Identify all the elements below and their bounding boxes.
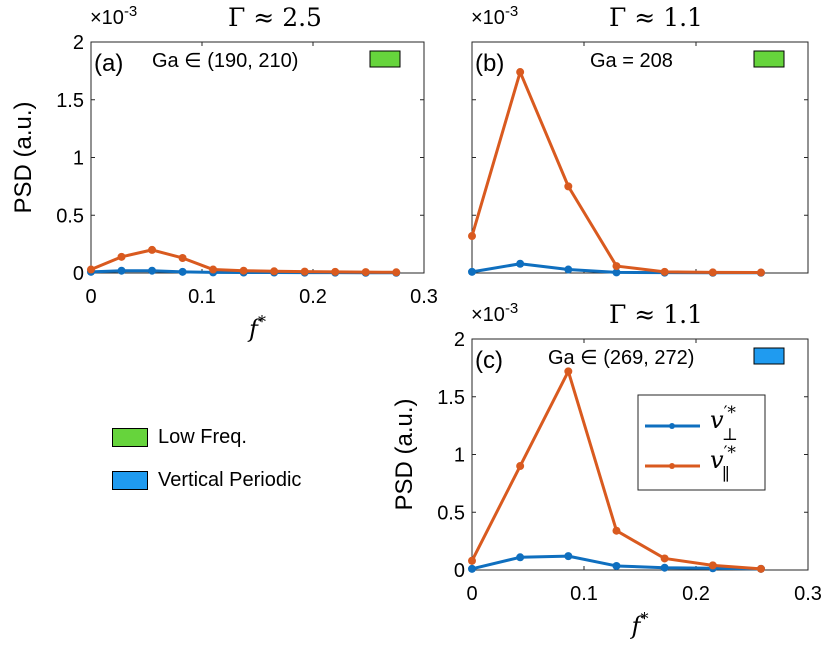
data-point-par: [300, 267, 309, 276]
data-point-par: [270, 267, 279, 276]
y-tick-label: 0: [73, 263, 84, 285]
data-point-par: [117, 252, 126, 261]
data-point-perp: [148, 266, 157, 275]
data-point-par: [660, 267, 669, 276]
panel-title: Γ ≈ 2.5: [228, 3, 322, 32]
panel-label: (a): [94, 50, 123, 77]
y-axis-label: PSD (a.u.): [10, 101, 37, 213]
data-point-perp: [117, 266, 126, 275]
vertical-periodic-swatch: [112, 471, 148, 490]
data-point-par: [756, 564, 765, 573]
data-point-par: [468, 556, 476, 565]
legend-label-low-freq: Low Freq.: [158, 426, 247, 448]
data-point-par: [564, 182, 573, 191]
data-point-par: [708, 561, 717, 570]
series-par: [468, 367, 765, 573]
legend-item-perp: v′* ⊥: [645, 403, 738, 445]
y-axis-label: PSD (a.u.): [391, 398, 418, 510]
data-point-perp: [564, 265, 573, 274]
y-tick-label: 0.5: [56, 205, 84, 227]
legend-item-vertical-periodic: Vertical Periodic: [112, 469, 301, 492]
ga-swatch: [753, 50, 785, 68]
panel-label: (b): [475, 50, 504, 77]
ga-label: Ga = 208: [590, 50, 673, 72]
data-point-perp: [178, 267, 187, 276]
data-point-par: [468, 232, 476, 241]
legend-label-vertical-periodic: Vertical Periodic: [158, 469, 302, 491]
y-tick-label: 0.5: [437, 502, 465, 524]
x-tick-label: 0.1: [188, 286, 216, 308]
exponent-label: ×10-3: [471, 3, 518, 29]
x-tick-label: 0: [466, 583, 477, 605]
legend-label-par: v′* ∥: [710, 443, 736, 485]
series-legend-box: [637, 394, 766, 491]
x-tick-label: 0: [85, 286, 96, 308]
ga-label: Ga ∈ (269, 272): [548, 347, 694, 369]
data-point-par: [756, 268, 765, 277]
panel-label: (c): [475, 347, 503, 374]
data-point-par: [660, 554, 669, 563]
data-point-perp: [612, 561, 621, 570]
data-point-par: [708, 268, 717, 277]
x-tick-label: 0.2: [299, 286, 327, 308]
data-point-perp: [516, 259, 525, 268]
data-point-perp: [612, 268, 621, 277]
data-point-par: [612, 526, 621, 535]
y-tick-label: 1: [73, 148, 84, 170]
panel-title: Γ ≈ 1.1: [609, 300, 703, 329]
y-tick-label: 2: [454, 329, 465, 351]
data-point-perp: [660, 563, 669, 572]
legend-marker-perp: [669, 423, 675, 429]
data-point-par: [87, 265, 95, 274]
legend-label-perp: v′* ⊥: [710, 403, 738, 445]
low-freq-swatch: [112, 428, 148, 447]
data-point-par: [564, 367, 573, 376]
series-par: [468, 68, 765, 277]
exponent-label: ×10-3: [90, 3, 137, 29]
y-tick-label: 1.5: [56, 90, 84, 112]
panel-c: 0 0.5 1 1.5 2 0 0.1 0.2 0.3 ×10-3 Γ ≈ 1.1 (c) Ga ∈ (…: [391, 300, 822, 640]
x-axis-label: f*: [630, 609, 649, 640]
panel-b: ×10-3 Γ ≈ 1.1 (b) Ga = 208: [468, 3, 809, 277]
data-point-perp: [516, 553, 525, 562]
series-line-par: [470, 70, 761, 275]
data-point-par: [516, 462, 525, 471]
data-point-par: [209, 265, 218, 274]
y-tick-label: 0: [454, 560, 465, 582]
data-point-perp: [468, 267, 476, 276]
panel-title: Γ ≈ 1.1: [609, 3, 703, 32]
series-par: [87, 245, 401, 277]
data-point-par: [392, 268, 401, 277]
data-point-par: [516, 68, 525, 77]
y-tick-label: 1: [454, 445, 465, 467]
legend-item-par: v′* ∥: [645, 443, 736, 485]
panel-a: 0 0.5 1 1.5 2 0 0.1 0.2 0.3 ×10-3 Γ ≈ 2.5 (a) Ga ∈ (…: [10, 3, 438, 343]
y-tick-label: 1.5: [437, 387, 465, 409]
x-tick-label: 0.3: [794, 583, 822, 605]
axes-box: [90, 41, 425, 274]
x-axis-label: f*: [247, 312, 266, 343]
x-tick-label: 0.3: [410, 286, 438, 308]
y-tick-label: 2: [73, 32, 84, 54]
data-point-par: [239, 266, 248, 275]
data-point-par: [178, 253, 187, 262]
x-tick-label: 0.2: [682, 583, 710, 605]
data-point-perp: [468, 564, 476, 573]
data-point-par: [612, 262, 621, 271]
data-point-par: [148, 245, 157, 254]
ga-swatch: [369, 50, 401, 68]
data-point-par: [361, 268, 370, 277]
legend-item-low-freq: Low Freq.: [112, 426, 247, 449]
ga-label: Ga ∈ (190, 210): [152, 50, 298, 72]
legend-marker-par: [669, 463, 675, 469]
x-tick-label: 0.1: [570, 583, 598, 605]
ga-swatch: [753, 347, 785, 365]
data-point-perp: [564, 552, 573, 561]
exponent-label: ×10-3: [471, 300, 518, 326]
series-legend: v′* ⊥v′* ∥: [637, 394, 766, 491]
data-point-par: [331, 267, 340, 276]
